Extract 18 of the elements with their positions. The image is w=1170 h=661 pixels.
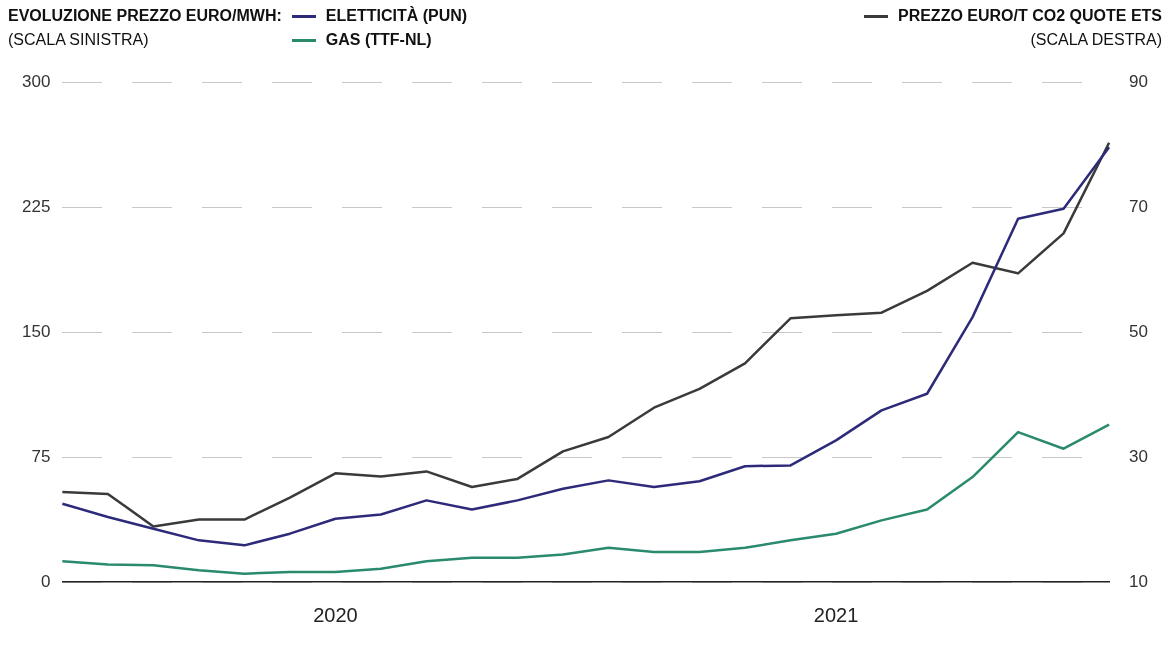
- x-tick-label: 2020: [313, 603, 358, 626]
- y2-tick-label: 30: [1129, 446, 1149, 466]
- y2-tick-label: 90: [1129, 71, 1149, 91]
- x-tick-label: 2021: [813, 603, 859, 626]
- y2-tick-label: 10: [1129, 571, 1149, 591]
- legend-label: GAS (TTF-NL): [325, 31, 432, 48]
- y2-tick-label: 70: [1129, 196, 1149, 216]
- y-tick-label: 0: [40, 571, 51, 591]
- y-tick-label: 150: [21, 321, 51, 341]
- y-tick-label: 225: [21, 196, 51, 216]
- y2-axis-title: (SCALA DESTRA): [1029, 30, 1162, 50]
- legend-title: EVOLUZIONE PREZZO EURO/MWH:: [8, 6, 282, 26]
- y-tick-label: 300: [21, 71, 51, 91]
- legend-label: PREZZO EURO/T CO2 QUOTE ETS: [897, 7, 1162, 24]
- y-axis-title: (SCALA SINISTRA): [8, 30, 150, 50]
- y2-tick-label: 50: [1129, 321, 1149, 341]
- y-tick-label: 75: [31, 446, 51, 466]
- legend-label: ELETTICITÀ (PUN): [325, 7, 468, 24]
